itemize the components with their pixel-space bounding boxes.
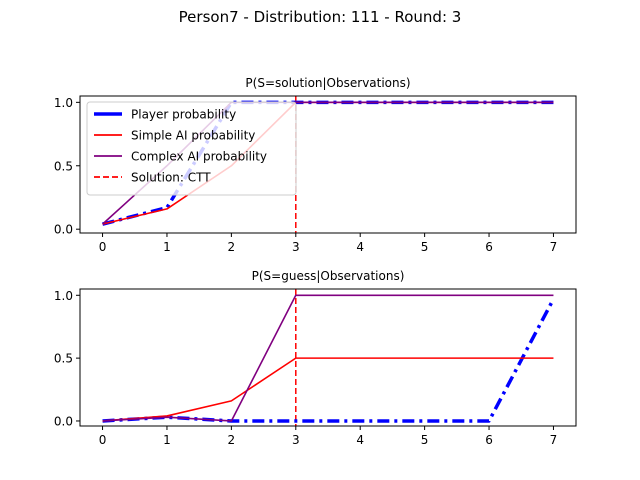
panel-guess-xtick-label: 3: [292, 433, 300, 447]
panel-solution-ytick-label: 1.0: [54, 96, 73, 110]
legend-label-player: Player probability: [131, 108, 236, 122]
panel-solution-xtick-label: 5: [421, 240, 429, 254]
panel-guess-xtick-label: 1: [163, 433, 171, 447]
panel-guess-xtick-label: 2: [228, 433, 236, 447]
panel-solution-xtick-label: 7: [550, 240, 558, 254]
panel-guess-plot-area: [102, 289, 556, 426]
panel-guess-xtick-label: 0: [99, 433, 107, 447]
panel-solution-xtick-label: 3: [292, 240, 300, 254]
panel-solution-xtick-label: 1: [163, 240, 171, 254]
legend-label-complex-ai: Complex AI probability: [131, 150, 267, 164]
panel-guess: P(S=guess|Observations) 0 1 2 3 4 5 6 7 0.0 0.5 1.…: [54, 269, 577, 447]
legend-box: [86, 101, 297, 196]
panel-solution-frame: [79, 95, 577, 234]
legend-item-simple-ai: Simple AI probability: [94, 129, 255, 143]
panel-guess-title: P(S=guess|Observations): [252, 269, 405, 283]
panel-solution-ytick-label: 0.0: [54, 223, 73, 237]
panel-guess-series-complex-ai: [102, 294, 554, 422]
legend-item-player: Player probability: [94, 108, 236, 122]
panel-solution-ytick-label: 0.5: [54, 159, 73, 173]
panel-guess-frame: [79, 288, 577, 427]
legend-item-complex-ai: Complex AI probability: [94, 150, 267, 164]
legend-label-simple-ai: Simple AI probability: [131, 129, 255, 143]
panel-solution-title: P(S=solution|Observations): [245, 76, 410, 90]
panel-guess-ytick-label: 0.0: [54, 414, 73, 428]
panel-solution-axes: 0 1 2 3 4 5 6 7 0.0 0.5 1.0: [54, 96, 557, 254]
panel-guess-xtick-label: 6: [485, 433, 493, 447]
panel-solution-xtick-label: 4: [356, 240, 364, 254]
panel-guess-xtick-label: 7: [550, 433, 558, 447]
legend-label-solution: Solution: CTT: [131, 171, 211, 185]
panel-guess-axes: 0 1 2 3 4 5 6 7 0.0 0.5 1.0: [54, 289, 557, 447]
legend-item-solution: Solution: CTT: [94, 171, 211, 185]
panel-guess-series-simple-ai: [102, 357, 554, 422]
legend: Player probability Simple AI probability…: [86, 101, 297, 196]
panel-guess-xtick-label: 4: [356, 433, 364, 447]
panel-solution-xtick-label: 6: [485, 240, 493, 254]
panel-guess-ytick-label: 1.0: [54, 289, 73, 303]
figure-title: Person7 - Distribution: 111 - Round: 3: [179, 8, 462, 26]
panel-guess-ytick-label: 0.5: [54, 352, 73, 366]
panel-solution-xtick-label: 0: [99, 240, 107, 254]
panel-solution: P(S=solution|Observations) 0 1 2 3 4 5 6 7 0.0 0.…: [54, 76, 577, 254]
panel-guess-xtick-label: 5: [421, 433, 429, 447]
panel-solution-xtick-label: 2: [228, 240, 236, 254]
